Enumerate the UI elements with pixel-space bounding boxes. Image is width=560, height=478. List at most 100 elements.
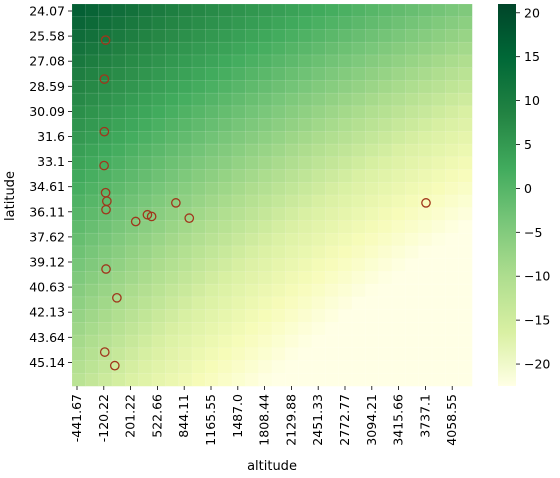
- heatmap-cell: [298, 54, 313, 69]
- heatmap-cell: [351, 143, 366, 158]
- heatmap-cell: [325, 181, 340, 196]
- heatmap-cell: [205, 372, 220, 387]
- heatmap-cell: [325, 283, 340, 298]
- heatmap-cell: [325, 271, 340, 285]
- heatmap-cell: [245, 92, 260, 107]
- scatter-point: [171, 198, 181, 208]
- heatmap-cell: [271, 347, 286, 362]
- heatmap-cell: [258, 347, 273, 362]
- heatmap-cell: [178, 16, 193, 31]
- heatmap-cell: [351, 169, 366, 183]
- heatmap-cell: [431, 271, 446, 285]
- heatmap-cell: [258, 54, 273, 69]
- heatmap-cell: [285, 220, 300, 234]
- heatmap-cell: [311, 309, 326, 323]
- colorbar-tick-label: 20: [524, 5, 540, 20]
- heatmap-cell: [391, 143, 406, 158]
- heatmap-cell: [431, 309, 446, 323]
- heatmap-cell: [205, 220, 220, 234]
- heatmap-cell: [285, 322, 300, 336]
- heatmap-cell: [325, 118, 340, 132]
- heatmap-cell: [445, 347, 460, 362]
- heatmap-cell: [445, 41, 460, 56]
- heatmap-cell: [378, 169, 393, 183]
- heatmap-cell: [338, 16, 353, 31]
- heatmap-cell: [258, 143, 273, 158]
- heatmap-cell: [445, 220, 460, 234]
- heatmap-cell: [111, 156, 126, 171]
- heatmap-cell: [205, 3, 220, 18]
- heatmap-cell: [378, 80, 393, 94]
- heatmap-cell: [391, 156, 406, 171]
- heatmap-cell: [98, 16, 113, 31]
- heatmap-cell: [365, 3, 380, 18]
- heatmap-cell: [218, 41, 233, 56]
- heatmap-cell: [311, 372, 326, 387]
- heatmap-cell: [351, 347, 366, 362]
- y-tick-label: 39.12: [29, 255, 65, 270]
- heatmap-cell: [311, 220, 326, 234]
- heatmap-cell: [325, 296, 340, 311]
- heatmap-cell: [298, 220, 313, 234]
- heatmap-cell: [151, 3, 166, 18]
- heatmap-cell: [311, 67, 326, 81]
- heatmap-cell: [138, 67, 153, 81]
- heatmap-cell: [125, 322, 140, 336]
- heatmap-cell: [391, 309, 406, 323]
- heatmap-cell: [378, 309, 393, 323]
- heatmap-cell: [418, 207, 433, 222]
- heatmap-cell: [365, 41, 380, 56]
- heatmap-cell: [378, 283, 393, 298]
- heatmap-cell: [405, 131, 420, 145]
- heatmap-cell: [191, 296, 206, 311]
- heatmap-cell: [71, 156, 86, 171]
- heatmap-cell: [311, 334, 326, 349]
- heatmap-cell: [151, 334, 166, 349]
- heatmap-cell: [391, 181, 406, 196]
- heatmap-cell: [231, 245, 246, 260]
- heatmap-cell: [405, 309, 420, 323]
- heatmap-cell: [271, 296, 286, 311]
- heatmap-cell: [378, 360, 393, 374]
- heatmap-cell: [325, 372, 340, 387]
- heatmap-cell: [165, 80, 180, 94]
- heatmap-cell: [431, 92, 446, 107]
- heatmap-cell: [311, 105, 326, 120]
- scatter-point: [99, 160, 109, 171]
- heatmap-cell: [191, 258, 206, 272]
- heatmap-cell: [458, 156, 473, 171]
- heatmap-cell: [458, 54, 473, 69]
- heatmap-cell: [125, 118, 140, 132]
- heatmap-cell: [218, 296, 233, 311]
- heatmap-cell: [418, 80, 433, 94]
- heatmap-cell: [458, 258, 473, 272]
- heatmap-cell: [245, 245, 260, 260]
- x-tick-label: -441.67: [69, 394, 84, 442]
- heatmap-cell: [125, 271, 140, 285]
- heatmap-cell: [85, 16, 100, 31]
- heatmap-cell: [391, 245, 406, 260]
- heatmap-cell: [458, 67, 473, 81]
- heatmap-cell: [138, 232, 153, 247]
- heatmap-cell: [431, 118, 446, 132]
- heatmap-cell: [111, 334, 126, 349]
- heatmap-cell: [245, 232, 260, 247]
- heatmap-cell: [431, 29, 446, 43]
- heatmap-cell: [258, 16, 273, 31]
- heatmap-cell: [285, 143, 300, 158]
- heatmap-cell: [458, 92, 473, 107]
- heatmap-cell: [258, 334, 273, 349]
- heatmap-cell: [231, 67, 246, 81]
- heatmap-cell: [298, 232, 313, 247]
- heatmap-cell: [165, 67, 180, 81]
- heatmap-cell: [191, 360, 206, 374]
- heatmap-cell: [271, 156, 286, 171]
- heatmap-cell: [111, 41, 126, 56]
- heatmap-cell: [151, 181, 166, 196]
- heatmap-cell: [405, 67, 420, 81]
- heatmap-cell: [338, 220, 353, 234]
- heatmap-cell: [205, 54, 220, 69]
- colorbar-tick-label: 0: [524, 181, 532, 196]
- heatmap-cell: [125, 194, 140, 209]
- heatmap-cell: [418, 181, 433, 196]
